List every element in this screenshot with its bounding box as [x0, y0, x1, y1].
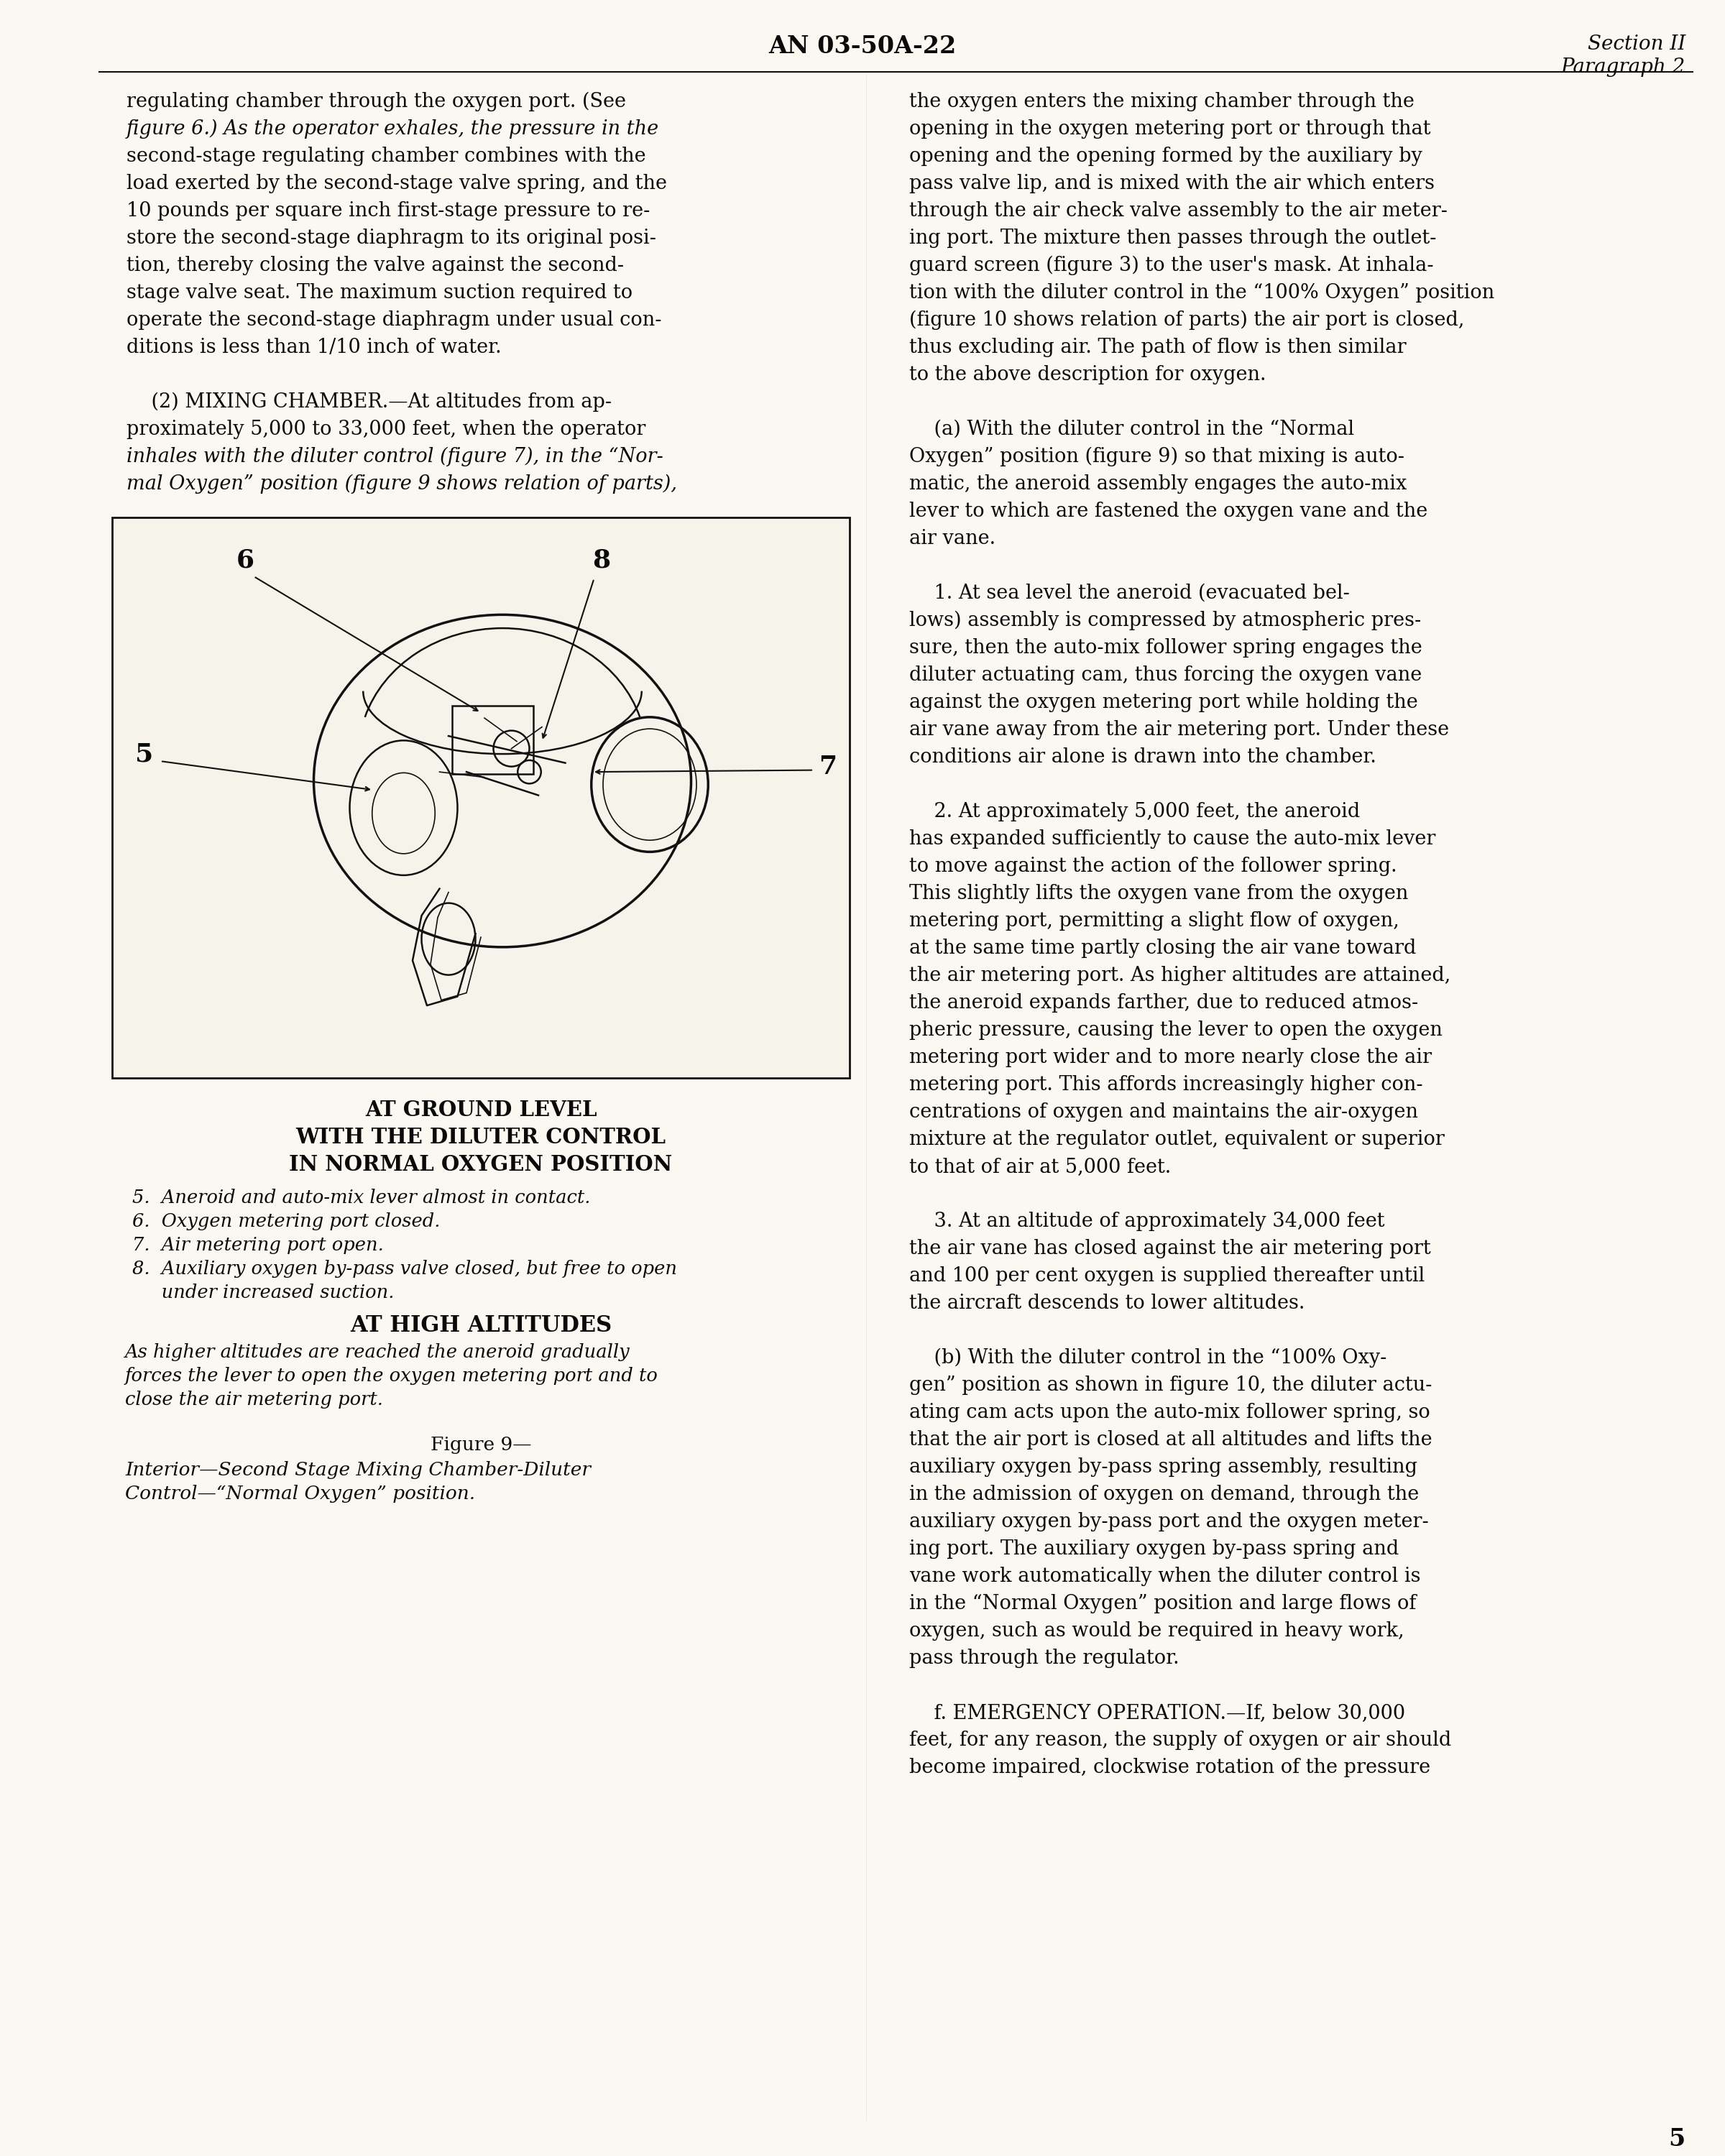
Text: Section II: Section II	[1587, 34, 1685, 54]
Text: sure, then the auto-mix follower spring engages the: sure, then the auto-mix follower spring …	[909, 638, 1421, 658]
Text: thus excluding air. The path of flow is then similar: thus excluding air. The path of flow is …	[909, 338, 1406, 358]
Text: 5.  Aneroid and auto-mix lever almost in contact.: 5. Aneroid and auto-mix lever almost in …	[133, 1188, 590, 1207]
Text: diluter actuating cam, thus forcing the oxygen vane: diluter actuating cam, thus forcing the …	[909, 666, 1421, 686]
Text: under increased suction.: under increased suction.	[133, 1283, 393, 1302]
Text: gen” position as shown in figure 10, the diluter actu-: gen” position as shown in figure 10, the…	[909, 1376, 1432, 1395]
Text: (b) With the diluter control in the “100% Oxy-: (b) With the diluter control in the “100…	[909, 1348, 1387, 1367]
Text: become impaired, clockwise rotation of the pressure: become impaired, clockwise rotation of t…	[909, 1757, 1430, 1777]
Text: (2) MIXING CHAMBER.—At altitudes from ap-: (2) MIXING CHAMBER.—At altitudes from ap…	[126, 392, 612, 412]
Text: opening in the oxygen metering port or through that: opening in the oxygen metering port or t…	[909, 119, 1430, 138]
Text: close the air metering port.: close the air metering port.	[126, 1391, 383, 1408]
Text: opening and the opening formed by the auxiliary by: opening and the opening formed by the au…	[909, 147, 1423, 166]
Text: vane work automatically when the diluter control is: vane work automatically when the diluter…	[909, 1567, 1421, 1587]
Text: mal Oxygen” position (figure 9 shows relation of parts),: mal Oxygen” position (figure 9 shows rel…	[126, 474, 676, 494]
Text: inhales with the diluter control (figure 7), in the “Nor-: inhales with the diluter control (figure…	[126, 446, 662, 466]
Text: metering port, permitting a slight flow of oxygen,: metering port, permitting a slight flow …	[909, 912, 1399, 931]
Text: 6: 6	[236, 548, 254, 573]
Text: stage valve seat. The maximum suction required to: stage valve seat. The maximum suction re…	[126, 282, 633, 302]
Text: to the above description for oxygen.: to the above description for oxygen.	[909, 364, 1266, 384]
Text: 1. At sea level the aneroid (evacuated bel-: 1. At sea level the aneroid (evacuated b…	[909, 584, 1349, 604]
Text: Interior—Second Stage Mixing Chamber-Diluter: Interior—Second Stage Mixing Chamber-Dil…	[126, 1462, 590, 1479]
Text: metering port wider and to more nearly close the air: metering port wider and to more nearly c…	[909, 1048, 1432, 1067]
Text: the aneroid expands farther, due to reduced atmos-: the aneroid expands farther, due to redu…	[909, 994, 1418, 1013]
Text: oxygen, such as would be required in heavy work,: oxygen, such as would be required in hea…	[909, 1621, 1404, 1641]
Bar	[112, 517, 850, 1078]
Text: AT GROUND LEVEL: AT GROUND LEVEL	[366, 1100, 597, 1121]
Text: lever to which are fastened the oxygen vane and the: lever to which are fastened the oxygen v…	[909, 502, 1428, 522]
Text: Figure 9—: Figure 9—	[430, 1436, 531, 1453]
Text: 5: 5	[1668, 2128, 1685, 2152]
Text: to move against the action of the follower spring.: to move against the action of the follow…	[909, 856, 1397, 875]
Text: 7: 7	[819, 755, 837, 778]
Text: the aircraft descends to lower altitudes.: the aircraft descends to lower altitudes…	[909, 1294, 1304, 1313]
Text: proximately 5,000 to 33,000 feet, when the operator: proximately 5,000 to 33,000 feet, when t…	[126, 420, 645, 440]
Text: that the air port is closed at all altitudes and lifts the: that the air port is closed at all altit…	[909, 1429, 1432, 1449]
Text: operate the second-stage diaphragm under usual con-: operate the second-stage diaphragm under…	[126, 310, 662, 330]
Text: and 100 per cent oxygen is supplied thereafter until: and 100 per cent oxygen is supplied ther…	[909, 1266, 1425, 1285]
Text: As higher altitudes are reached the aneroid gradually: As higher altitudes are reached the aner…	[126, 1343, 630, 1360]
Text: the oxygen enters the mixing chamber through the: the oxygen enters the mixing chamber thr…	[909, 93, 1414, 112]
Text: centrations of oxygen and maintains the air-oxygen: centrations of oxygen and maintains the …	[909, 1102, 1418, 1121]
Text: (figure 10 shows relation of parts) the air port is closed,: (figure 10 shows relation of parts) the …	[909, 310, 1465, 330]
Text: mixture at the regulator outlet, equivalent or superior: mixture at the regulator outlet, equival…	[909, 1130, 1444, 1149]
Text: pass valve lip, and is mixed with the air which enters: pass valve lip, and is mixed with the ai…	[909, 175, 1435, 194]
Text: second-stage regulating chamber combines with the: second-stage regulating chamber combines…	[126, 147, 645, 166]
Text: conditions air alone is drawn into the chamber.: conditions air alone is drawn into the c…	[909, 748, 1377, 768]
Text: load exerted by the second-stage valve spring, and the: load exerted by the second-stage valve s…	[126, 175, 668, 194]
Text: (a) With the diluter control in the “Normal: (a) With the diluter control in the “Nor…	[909, 420, 1354, 440]
Text: 8: 8	[592, 548, 611, 573]
Text: ing port. The mixture then passes through the outlet-: ing port. The mixture then passes throug…	[909, 229, 1437, 248]
Text: ditions is less than 1/10 inch of water.: ditions is less than 1/10 inch of water.	[126, 338, 502, 358]
Text: air vane away from the air metering port. Under these: air vane away from the air metering port…	[909, 720, 1449, 740]
Text: air vane.: air vane.	[909, 528, 995, 548]
Text: 2. At approximately 5,000 feet, the aneroid: 2. At approximately 5,000 feet, the aner…	[909, 802, 1359, 821]
Text: 3. At an altitude of approximately 34,000 feet: 3. At an altitude of approximately 34,00…	[909, 1212, 1385, 1231]
Text: in the “Normal Oxygen” position and large flows of: in the “Normal Oxygen” position and larg…	[909, 1593, 1416, 1613]
Text: through the air check valve assembly to the air meter-: through the air check valve assembly to …	[909, 201, 1447, 220]
Text: lows) assembly is compressed by atmospheric pres-: lows) assembly is compressed by atmosphe…	[909, 610, 1421, 630]
Text: 10 pounds per square inch first-stage pressure to re-: 10 pounds per square inch first-stage pr…	[126, 201, 650, 220]
Text: WITH THE DILUTER CONTROL: WITH THE DILUTER CONTROL	[295, 1128, 666, 1147]
Bar	[452, 705, 533, 774]
Text: store the second-stage diaphragm to its original posi-: store the second-stage diaphragm to its …	[126, 229, 656, 248]
Text: Oxygen” position (figure 9) so that mixing is auto-: Oxygen” position (figure 9) so that mixi…	[909, 446, 1404, 466]
Text: pheric pressure, causing the lever to open the oxygen: pheric pressure, causing the lever to op…	[909, 1020, 1442, 1039]
Text: 7.  Air metering port open.: 7. Air metering port open.	[133, 1235, 383, 1255]
Text: feet, for any reason, the supply of oxygen or air should: feet, for any reason, the supply of oxyg…	[909, 1731, 1451, 1751]
Text: at the same time partly closing the air vane toward: at the same time partly closing the air …	[909, 938, 1416, 957]
Text: This slightly lifts the oxygen vane from the oxygen: This slightly lifts the oxygen vane from…	[909, 884, 1408, 903]
Text: f. EMERGENCY OPERATION.—If, below 30,000: f. EMERGENCY OPERATION.—If, below 30,000	[909, 1703, 1406, 1723]
Text: to that of air at 5,000 feet.: to that of air at 5,000 feet.	[909, 1158, 1171, 1177]
Text: figure 6.) As the operator exhales, the pressure in the: figure 6.) As the operator exhales, the …	[126, 119, 659, 138]
Text: metering port. This affords increasingly higher con-: metering port. This affords increasingly…	[909, 1076, 1423, 1095]
Text: ating cam acts upon the auto-mix follower spring, so: ating cam acts upon the auto-mix followe…	[909, 1404, 1430, 1423]
Text: ing port. The auxiliary oxygen by-pass spring and: ing port. The auxiliary oxygen by-pass s…	[909, 1539, 1399, 1559]
Text: regulating chamber through the oxygen port. (See: regulating chamber through the oxygen po…	[126, 93, 626, 112]
Text: AN 03-50A-22: AN 03-50A-22	[769, 34, 956, 58]
Text: tion, thereby closing the valve against the second-: tion, thereby closing the valve against …	[126, 257, 624, 276]
Text: has expanded sufficiently to cause the auto-mix lever: has expanded sufficiently to cause the a…	[909, 830, 1435, 849]
Text: AT HIGH ALTITUDES: AT HIGH ALTITUDES	[350, 1315, 612, 1337]
Text: 8.  Auxiliary oxygen by-pass valve closed, but free to open: 8. Auxiliary oxygen by-pass valve closed…	[133, 1259, 676, 1279]
Text: the air metering port. As higher altitudes are attained,: the air metering port. As higher altitud…	[909, 966, 1451, 985]
Text: guard screen (figure 3) to the user's mask. At inhala-: guard screen (figure 3) to the user's ma…	[909, 257, 1433, 276]
Text: against the oxygen metering port while holding the: against the oxygen metering port while h…	[909, 692, 1418, 711]
Text: auxiliary oxygen by-pass port and the oxygen meter-: auxiliary oxygen by-pass port and the ox…	[909, 1511, 1428, 1531]
Text: 6.  Oxygen metering port closed.: 6. Oxygen metering port closed.	[133, 1212, 440, 1231]
Text: 5: 5	[135, 742, 154, 765]
Text: Control—“Normal Oxygen” position.: Control—“Normal Oxygen” position.	[126, 1485, 474, 1503]
Text: tion with the diluter control in the “100% Oxygen” position: tion with the diluter control in the “10…	[909, 282, 1494, 302]
Text: matic, the aneroid assembly engages the auto-mix: matic, the aneroid assembly engages the …	[909, 474, 1408, 494]
Text: auxiliary oxygen by-pass spring assembly, resulting: auxiliary oxygen by-pass spring assembly…	[909, 1457, 1418, 1477]
Text: IN NORMAL OXYGEN POSITION: IN NORMAL OXYGEN POSITION	[290, 1153, 673, 1175]
Text: the air vane has closed against the air metering port: the air vane has closed against the air …	[909, 1240, 1430, 1259]
Text: Paragraph 2: Paragraph 2	[1561, 58, 1685, 78]
Text: pass through the regulator.: pass through the regulator.	[909, 1649, 1180, 1669]
Text: in the admission of oxygen on demand, through the: in the admission of oxygen on demand, th…	[909, 1485, 1420, 1505]
Text: forces the lever to open the oxygen metering port and to: forces the lever to open the oxygen mete…	[126, 1367, 659, 1384]
